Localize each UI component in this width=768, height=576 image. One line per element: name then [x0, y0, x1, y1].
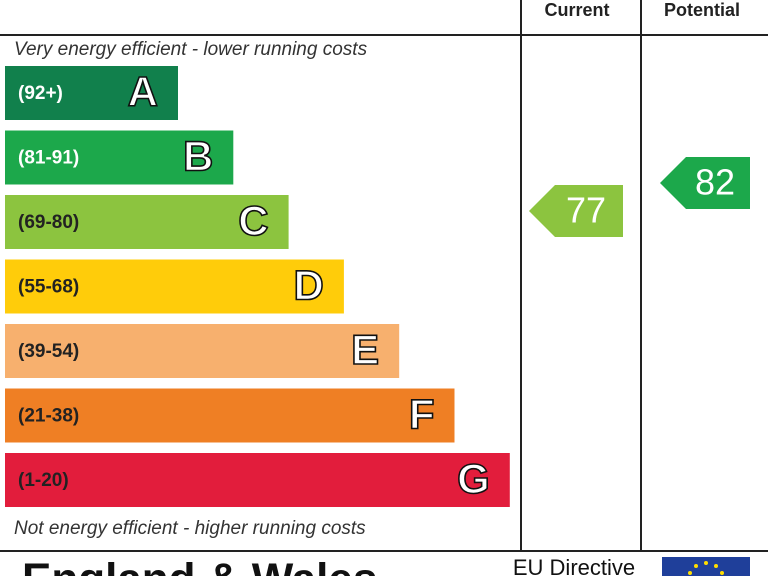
potential-header: Potential [664, 0, 740, 20]
band-range: (55-68) [18, 277, 79, 298]
current-header: Current [544, 0, 609, 20]
band-letter: F [409, 391, 435, 438]
band-bar [5, 259, 344, 314]
band-range: (21-38) [18, 406, 79, 427]
directive: EU Directive [513, 555, 635, 576]
bands: (92+) A (81-91) B (69-80) C (55-68) D (39-54) E (2… [5, 66, 510, 507]
band-bar [5, 453, 510, 507]
band-bar [5, 388, 455, 443]
band-range: (92+) [18, 83, 63, 104]
band-letter: C [238, 197, 268, 244]
band-letter: D [294, 262, 324, 309]
potential-arrow [660, 157, 750, 209]
band-bar [5, 324, 400, 378]
band-bar [5, 130, 234, 185]
eu-flag [662, 557, 750, 576]
frame [0, 0, 768, 552]
band-letter: E [351, 326, 379, 373]
band-bar [5, 195, 289, 249]
top-note: Very energy efficient - lower running co… [14, 39, 368, 60]
band-letter: A [128, 68, 158, 115]
potential-value: 82 [695, 162, 735, 203]
region: England & Wales [22, 555, 377, 576]
band-letter: B [183, 133, 213, 180]
current-arrow [529, 185, 623, 237]
band-range: (81-91) [18, 148, 79, 169]
band-bar [5, 66, 178, 120]
bottom-note: Not energy efficient - higher running co… [14, 518, 366, 539]
band-range: (1-20) [18, 470, 69, 491]
eu-stars [688, 561, 724, 575]
current-value: 77 [566, 190, 606, 231]
arrows: 77 82 [529, 157, 750, 237]
band-letter: G [457, 455, 490, 502]
band-range: (69-80) [18, 212, 79, 233]
band-range: (39-54) [18, 341, 79, 362]
